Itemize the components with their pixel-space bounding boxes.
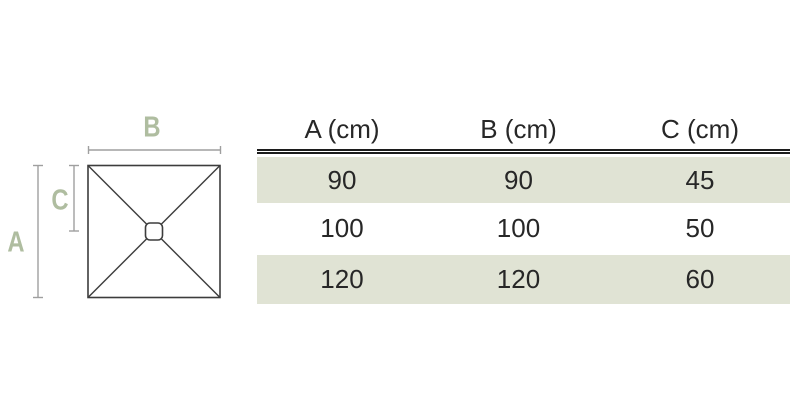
column-header-c: C (cm) [661, 114, 739, 144]
diagram-label-b: B [143, 111, 161, 144]
diagram-label-c: C [51, 184, 69, 217]
dimension-line-b [87, 146, 222, 154]
tray-drawing [33, 146, 222, 299]
dimensions-table: A (cm) B (cm) C (cm) 90 90 45 100 100 50… [257, 110, 790, 304]
cell-a: 100 [320, 212, 364, 243]
cell-b: 120 [496, 264, 541, 294]
dimension-line-c [69, 164, 79, 232]
header-divider [257, 149, 790, 154]
cell-b: 90 [504, 164, 533, 195]
cell-b: 100 [496, 212, 541, 243]
tray-fold-lines [87, 165, 221, 298]
cell-a: 90 [327, 164, 357, 195]
table-row: 100 100 50 [257, 203, 790, 253]
drain-icon [144, 222, 164, 241]
column-header-a: A (cm) [304, 114, 380, 144]
cell-c: 50 [685, 212, 715, 243]
table-row: 90 90 45 [257, 157, 790, 203]
cell-c: 45 [685, 164, 715, 195]
dimension-line-a [33, 164, 43, 299]
tray-diagram: B A C [0, 0, 260, 400]
column-header-b: B (cm) [480, 114, 557, 144]
diagram-label-a: A [7, 226, 25, 259]
table-header-row: A (cm) B (cm) C (cm) [257, 110, 790, 149]
table-row: 120 120 60 [257, 255, 790, 304]
cell-c: 60 [685, 264, 715, 294]
cell-a: 120 [320, 264, 364, 294]
